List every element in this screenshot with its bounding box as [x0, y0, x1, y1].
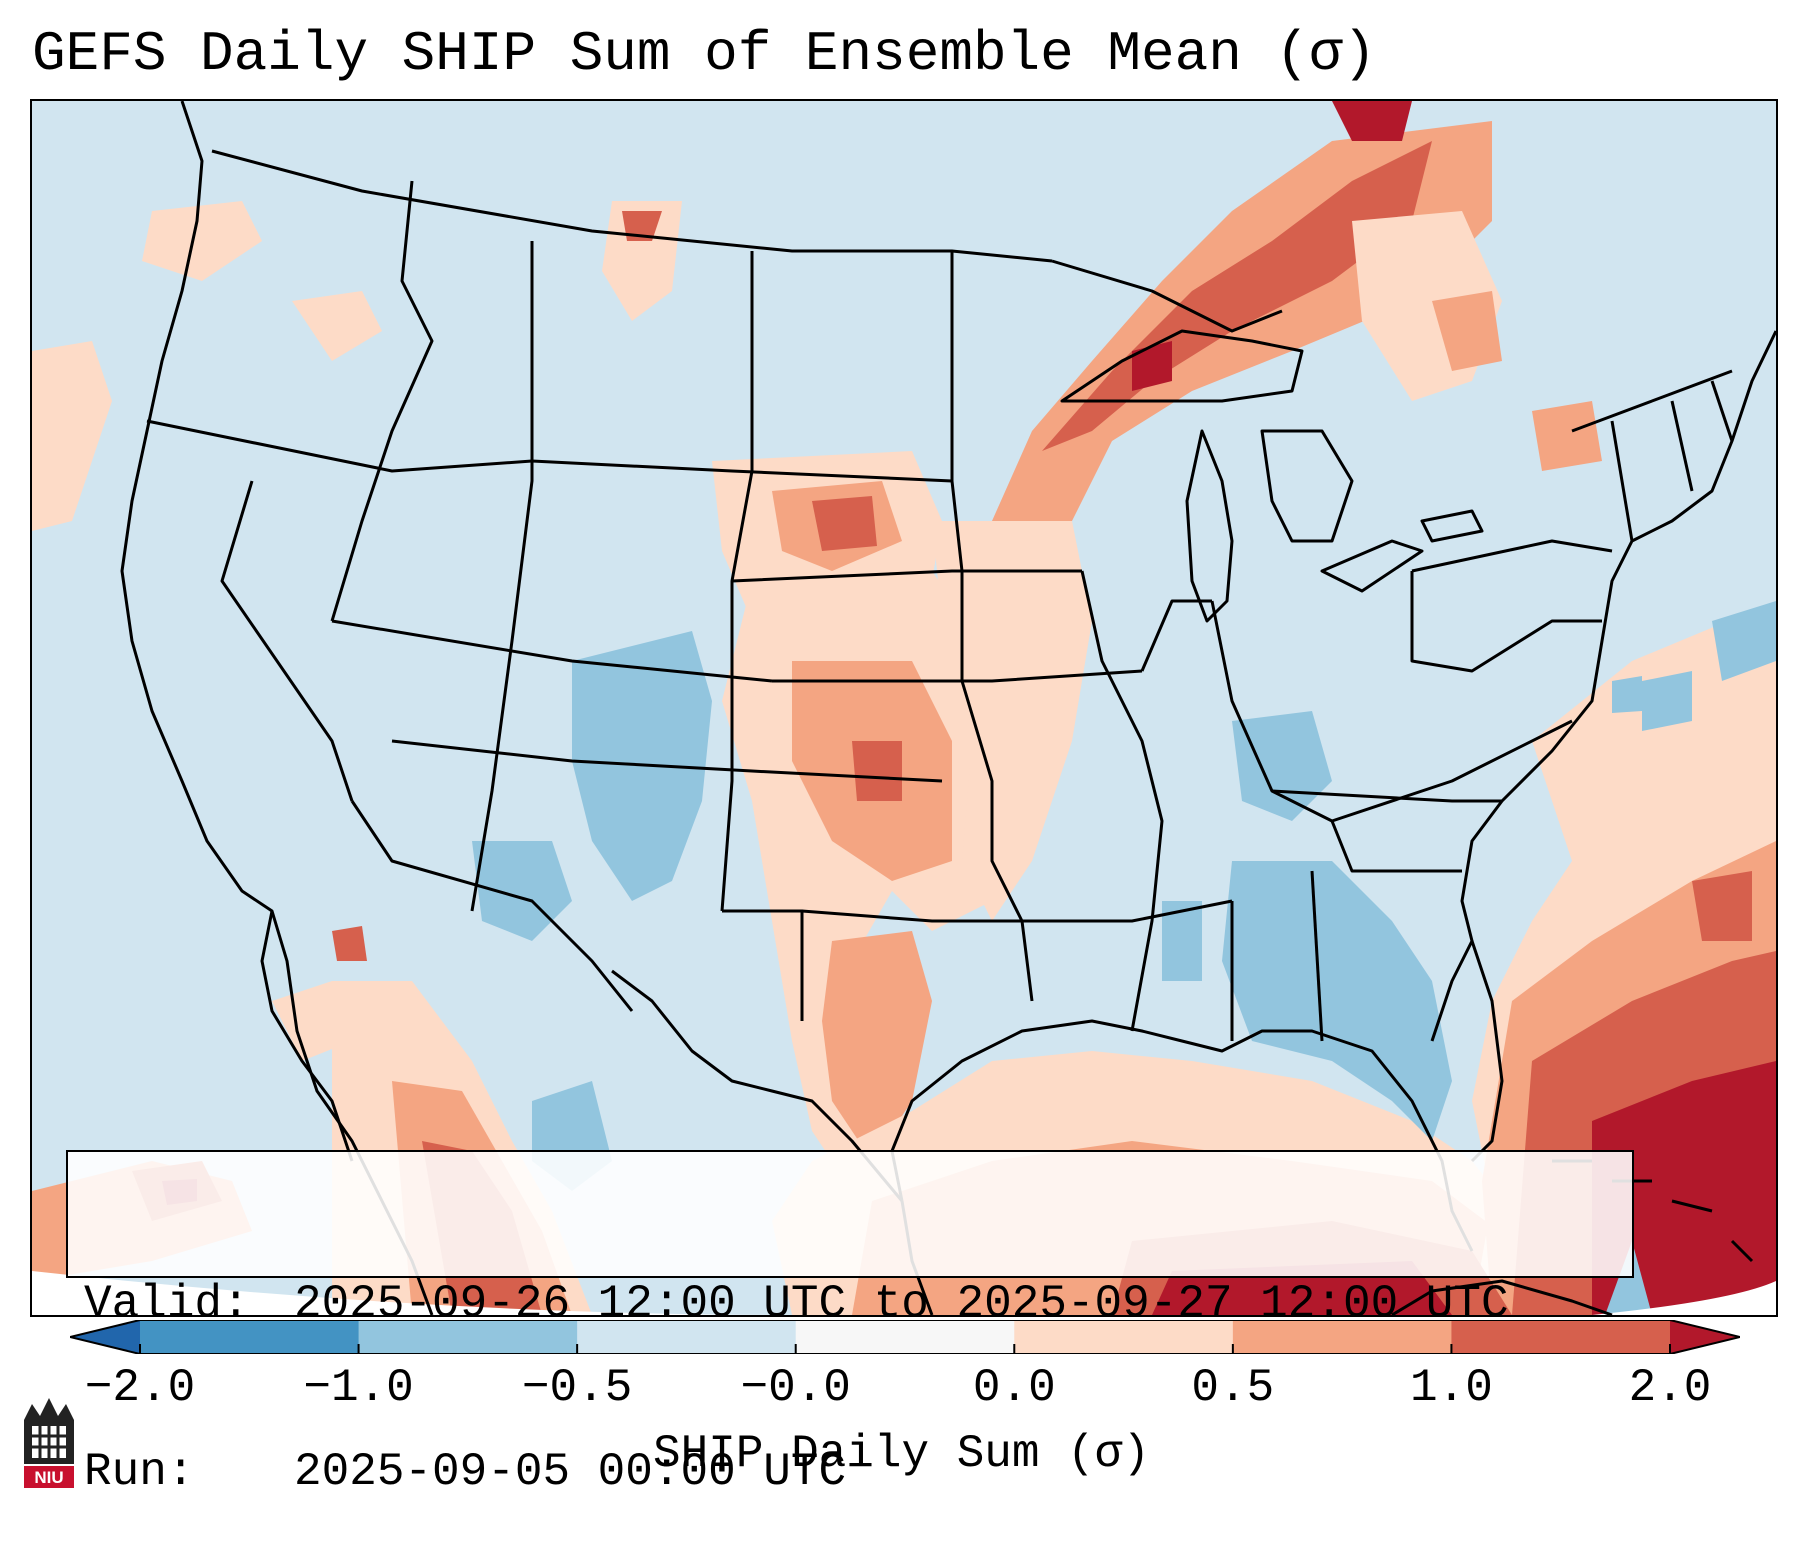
colorbar-segment [577, 1320, 797, 1354]
run-value: 2025-09-05 00:00 UTC [294, 1446, 847, 1498]
colorbar-segment [140, 1320, 360, 1354]
niu-logo-text: NIU [34, 1468, 63, 1487]
colorbar-tick-label: −0.0 [740, 1362, 851, 1414]
chart-title: GEFS Daily SHIP Sum of Ensemble Mean (σ) [32, 22, 1377, 86]
domain-edge-se [1592, 1281, 1776, 1315]
ship-anomaly-map [32, 101, 1776, 1315]
map-panel [30, 99, 1778, 1317]
colorbar-tick-label: −0.5 [521, 1362, 633, 1414]
coastline-gulf [890, 1019, 1474, 1252]
run-label: Run: [84, 1446, 195, 1498]
coastline-baja [260, 910, 354, 1162]
colorbar-segment [1451, 1320, 1671, 1354]
colorbar-tick-label: 0.5 [1191, 1362, 1275, 1414]
field-region-texas [822, 931, 932, 1161]
colorbar-tick-label: −1.0 [303, 1362, 414, 1414]
island-cuba [1391, 1279, 1613, 1315]
colorbar-tick-label: 1.0 [1410, 1362, 1493, 1414]
validity-info-box: Valid: 2025-09-26 12:00 UTC to 2025-09-2… [66, 1150, 1634, 1498]
colorbar-tick-label: 0.0 [972, 1362, 1056, 1414]
lake-ontario [1420, 509, 1484, 543]
niu-logo: NIU [20, 1390, 78, 1490]
run-time-row: Run: 2025-09-05 00:00 UTC [84, 1444, 1616, 1500]
coastline-east [1460, 330, 1776, 942]
lake-michigan [1185, 429, 1234, 623]
colorbar-segment [358, 1320, 578, 1354]
colorbar-segment [1232, 1320, 1452, 1354]
colorbar-segment [795, 1320, 1015, 1354]
colorbar-extend-over [1670, 1320, 1740, 1354]
colorbar-label: SHIP Daily Sum (σ) [653, 1428, 1150, 1480]
colorbar-extend-under [70, 1320, 140, 1354]
lake-erie [1320, 539, 1424, 593]
colorbar [70, 1320, 1740, 1354]
colorbar-tick-label: 2.0 [1628, 1362, 1712, 1414]
lake-huron [1260, 429, 1354, 543]
border-us-canada [211, 149, 1053, 263]
field-region-pacific-nw [32, 341, 112, 531]
colorbar-tick-label: −2.0 [84, 1362, 196, 1414]
field-region-alabama-georgia [1222, 861, 1452, 1141]
colorbar-segment [1014, 1320, 1234, 1354]
coastline-florida [1430, 939, 1504, 1163]
domain-edge-sw [32, 1271, 792, 1315]
lake-superior [1060, 329, 1304, 403]
